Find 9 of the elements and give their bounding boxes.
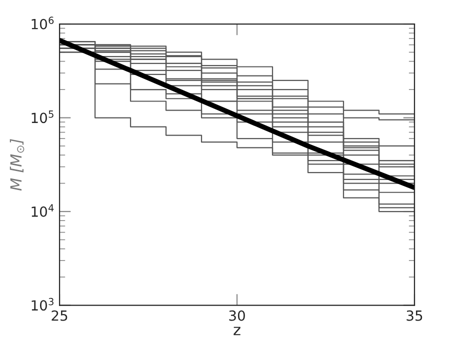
x-tick-label: 30 <box>229 310 245 321</box>
x-tick-label: 25 <box>52 310 68 321</box>
x-tick-label: 35 <box>406 310 422 321</box>
y-axis-title: M [M$_{⊙}$] <box>10 139 24 191</box>
x-axis-title: z <box>234 326 240 336</box>
y-tick-label: 10$^{5}$ <box>32 110 54 124</box>
y-tick-label: 10$^{6}$ <box>32 16 54 30</box>
y-tick-label: 10$^{4}$ <box>32 204 54 217</box>
y-tick-label: 10$^{3}$ <box>32 298 54 311</box>
